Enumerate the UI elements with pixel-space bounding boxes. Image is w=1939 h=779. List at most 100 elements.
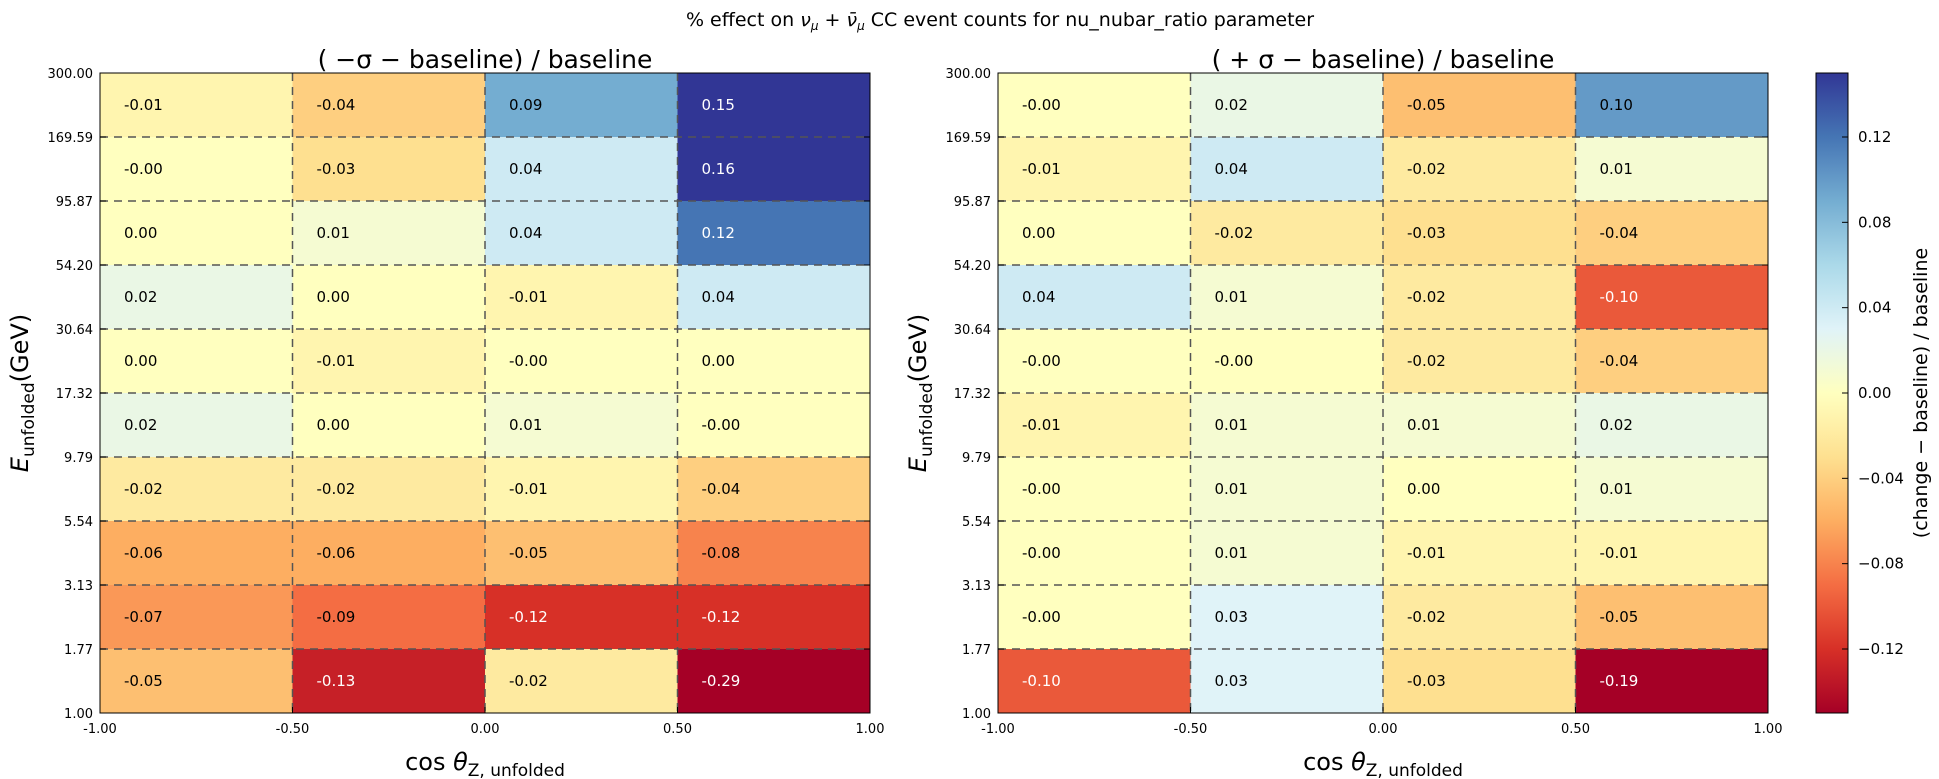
cell-value-label: -0.00 — [1022, 352, 1061, 370]
colorbar-tick-label: 0.12 — [1858, 128, 1891, 146]
colorbar-tick-label: −0.08 — [1858, 555, 1904, 573]
cell-value-label: 0.02 — [124, 416, 157, 434]
y-tick-label: 17.32 — [56, 387, 93, 402]
cell-value-label: 0.02 — [124, 288, 157, 306]
heatmap-cell — [1575, 393, 1769, 458]
heatmap-cell — [292, 73, 486, 138]
y-tick-label: 95.87 — [56, 195, 93, 210]
cell-value-label: -0.02 — [509, 672, 548, 690]
cell-value-label: 0.00 — [1022, 224, 1055, 242]
cell-value-label: 0.00 — [124, 224, 157, 242]
heatmap-cell — [1383, 585, 1576, 650]
heatmap-cell — [677, 201, 871, 266]
cell-value-label: -0.12 — [509, 608, 548, 626]
heatmap-cell — [100, 329, 293, 394]
x-tick-label: 0.50 — [1561, 722, 1590, 737]
cell-value-label: -0.00 — [124, 160, 163, 178]
heatmap-cell — [1190, 137, 1384, 202]
heatmap-cell — [485, 649, 678, 714]
heatmap-cell — [292, 521, 486, 586]
cell-value-label: -0.01 — [1407, 544, 1446, 562]
heatmap-cell — [292, 393, 486, 458]
colorbar: 0.12 0.08 0.04 0.00 −0.04 −0.08 −0.12 (change −… — [1815, 72, 1932, 714]
heatmap-panel-minus-sigma: -0.01 -0.04 0.09 0.15 -0.00 -0.03 0.04 0.16 0.00… — [6, 45, 884, 779]
heatmap-cell — [677, 393, 871, 458]
heatmap-cell — [1383, 457, 1576, 522]
heatmap-cell — [485, 329, 678, 394]
cell-value-label: -0.00 — [1022, 608, 1061, 626]
heatmap-cell — [100, 137, 293, 202]
heatmap-cell — [1575, 265, 1769, 330]
y-tick-label: 5.54 — [64, 515, 93, 530]
heatmap-cell — [100, 585, 293, 650]
cell-value-label: -0.02 — [1407, 288, 1446, 306]
cell-value-label: 0.03 — [1215, 608, 1248, 626]
heatmap-cell — [1190, 457, 1384, 522]
heatmap-cell — [1575, 649, 1769, 714]
colorbar-tick-label: 0.00 — [1858, 384, 1891, 402]
heatmap-cell — [292, 329, 486, 394]
heatmap-cell — [100, 457, 293, 522]
y-tick-label: 95.87 — [954, 195, 991, 210]
cell-value-label: 0.04 — [1022, 288, 1055, 306]
panel-title-minus-sigma: ( −σ − baseline) / baseline — [318, 45, 653, 74]
cell-value-label: -0.01 — [509, 480, 548, 498]
heatmap-cell — [998, 265, 1191, 330]
y-tick-label: 3.13 — [64, 579, 93, 594]
heatmap-cell — [292, 649, 486, 714]
cell-value-label: 0.04 — [1215, 160, 1248, 178]
y-tick-label: 5.54 — [962, 515, 991, 530]
heatmap-cell — [998, 137, 1191, 202]
cell-value-label: -0.10 — [1600, 288, 1639, 306]
heatmap-cell — [1575, 457, 1769, 522]
heatmap-cell — [1575, 585, 1769, 650]
cell-value-label: 0.10 — [1600, 96, 1633, 114]
y-tick-label: 1.00 — [962, 707, 991, 722]
heatmap-cell — [998, 521, 1191, 586]
cell-value-label: 0.00 — [702, 352, 735, 370]
y-tick-label: 30.64 — [954, 323, 991, 338]
heatmap-cell — [1383, 137, 1576, 202]
cell-value-label: 0.04 — [702, 288, 735, 306]
y-tick-label: 9.79 — [64, 451, 93, 466]
y-tick-label: 30.64 — [56, 323, 93, 338]
cell-value-label: -0.29 — [702, 672, 741, 690]
heatmap-cell — [292, 265, 486, 330]
y-tick-label: 3.13 — [962, 579, 991, 594]
cell-value-label: -0.12 — [702, 608, 741, 626]
cell-value-label: -0.03 — [1407, 224, 1446, 242]
cell-value-label: -0.01 — [317, 352, 356, 370]
heatmap-cell — [100, 265, 293, 330]
colorbar-label: (change − baseline) / baseline — [1910, 248, 1932, 538]
cell-value-label: -0.13 — [317, 672, 356, 690]
cell-value-label: -0.01 — [1600, 544, 1639, 562]
x-axis-label: cos θZ, unfolded — [1303, 748, 1463, 779]
heatmap-cell — [677, 457, 871, 522]
heatmap-cell — [677, 585, 871, 650]
cell-value-label: 0.01 — [1215, 544, 1248, 562]
heatmap-cell — [100, 649, 293, 714]
cell-value-label: -0.05 — [124, 672, 163, 690]
cell-value-label: 0.04 — [509, 224, 542, 242]
cell-value-label: -0.04 — [317, 96, 356, 114]
cell-value-label: -0.01 — [1022, 416, 1061, 434]
y-tick-label: 300.00 — [946, 67, 992, 82]
heatmap-cell — [998, 73, 1191, 138]
cell-value-label: 0.02 — [1600, 416, 1633, 434]
y-tick-label: 169.59 — [946, 131, 992, 146]
cell-value-label: 0.00 — [124, 352, 157, 370]
colorbar-tick-label: 0.08 — [1858, 213, 1891, 231]
cell-value-label: -0.03 — [317, 160, 356, 178]
heatmap-cell — [998, 393, 1191, 458]
cell-value-label: 0.01 — [1215, 480, 1248, 498]
heatmap-cell — [100, 201, 293, 266]
heatmap-cell — [677, 265, 871, 330]
heatmap-cell — [1190, 73, 1384, 138]
heatmap-cell — [100, 393, 293, 458]
heatmap-cell — [1575, 201, 1769, 266]
heatmap-cell — [1190, 201, 1384, 266]
heatmap-cell — [677, 137, 871, 202]
cell-value-label: 0.01 — [317, 224, 350, 242]
cell-value-label: -0.00 — [1215, 352, 1254, 370]
cell-value-label: 0.00 — [317, 288, 350, 306]
